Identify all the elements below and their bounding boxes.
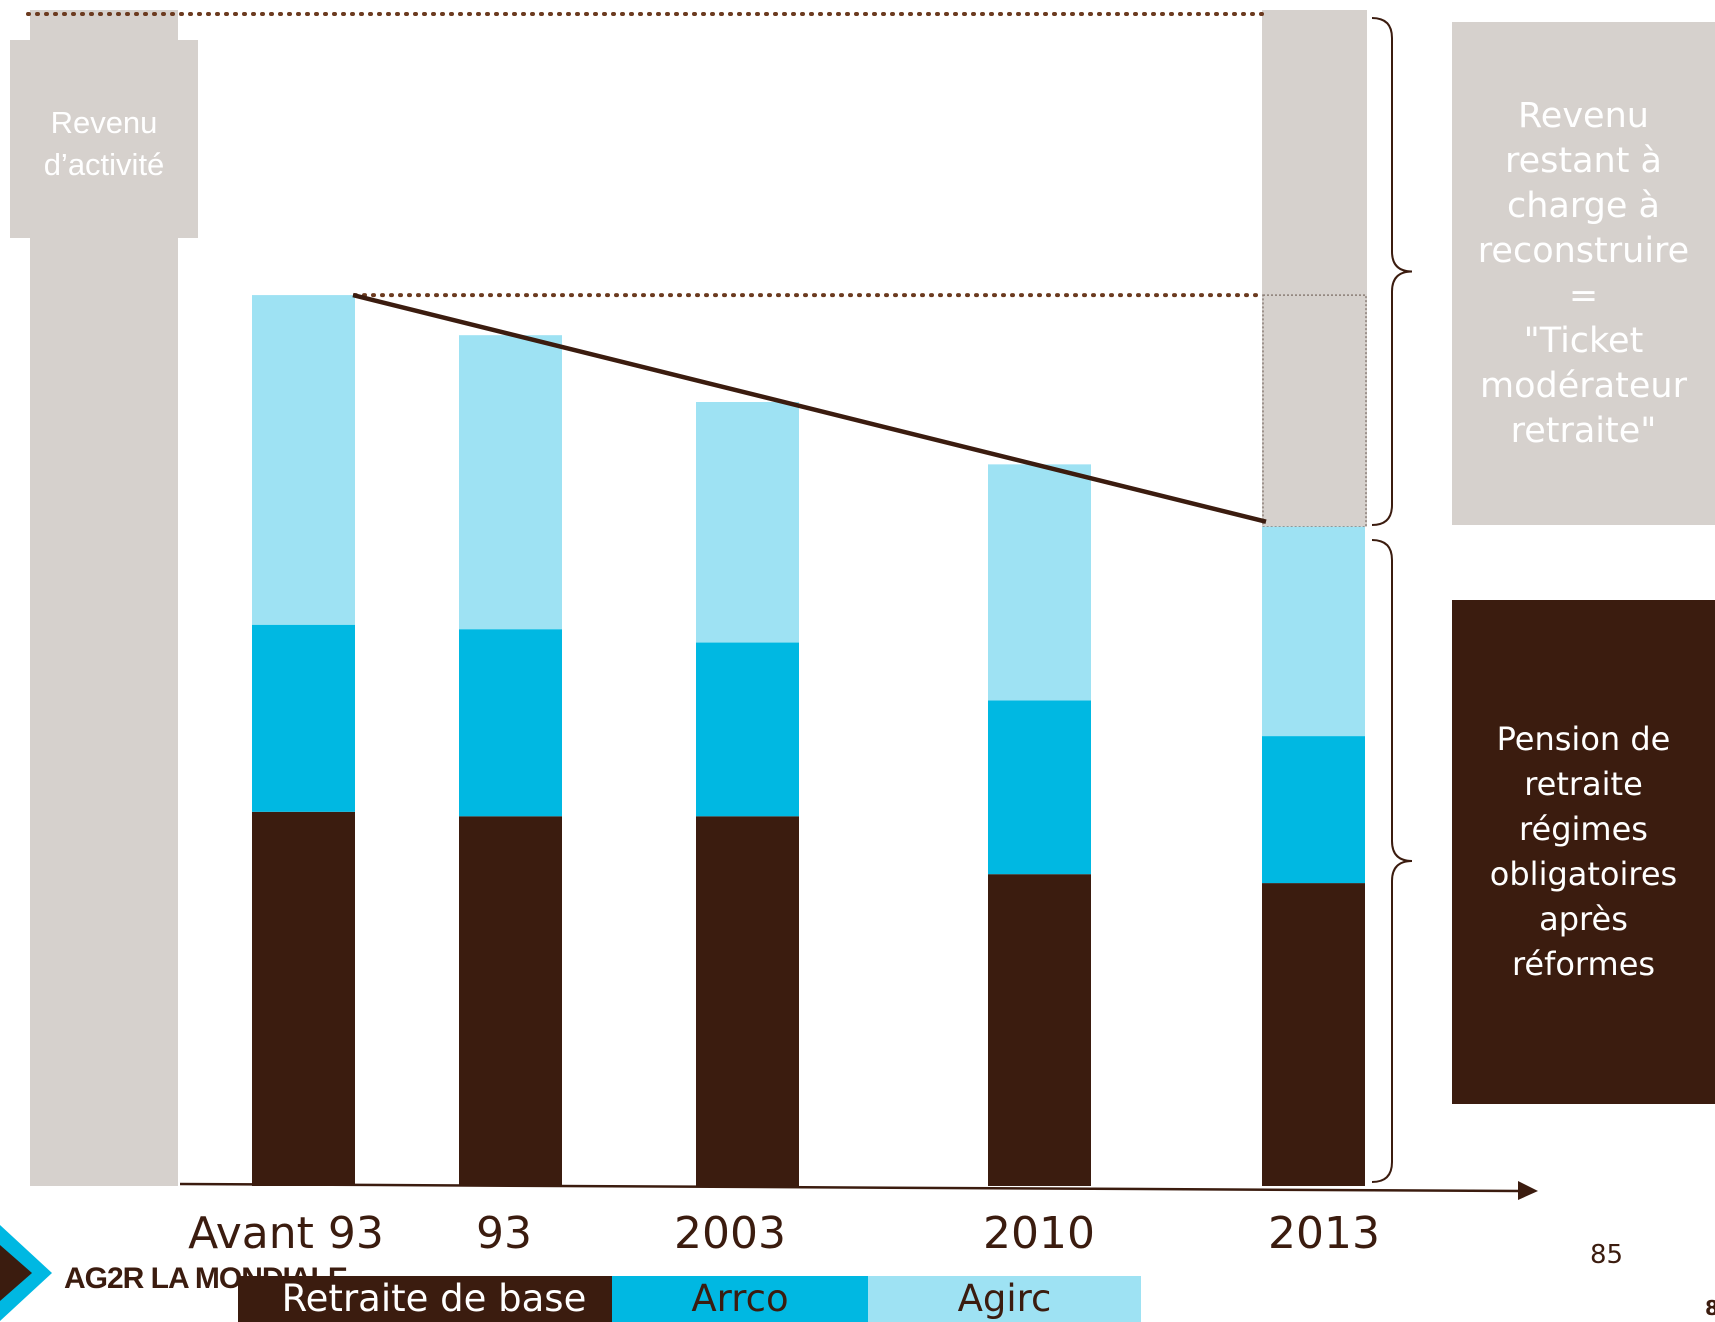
x-tick-2010: 2010 — [983, 1208, 1095, 1259]
corner-digit: 8 — [1705, 1296, 1715, 1320]
bar-arrco-2010 — [988, 700, 1091, 875]
x-axis — [179, 1182, 1521, 1193]
bar-arrco-avant-93 — [252, 624, 355, 812]
revenu-activite-label: Revenu d’activité — [43, 105, 165, 182]
x-axis-arrow-icon — [1518, 1181, 1538, 1200]
ticket-moderateur-dotted-frame — [1262, 294, 1367, 528]
x-tick-2003: 2003 — [674, 1208, 786, 1259]
bar-agirc-2013 — [1262, 526, 1365, 737]
x-tick-93: 93 — [476, 1208, 532, 1259]
page-number: 85 — [1590, 1240, 1624, 1270]
bar-retraite-de-base-avant-93 — [252, 811, 355, 1186]
bar-retraite-de-base-2013 — [1262, 883, 1365, 1186]
legend-retraite-de-base: Retraite de base — [238, 1276, 630, 1322]
revenu-activite-box: Revenu d’activité — [10, 40, 198, 238]
bar-agirc-93 — [459, 335, 562, 630]
brace-pension-regimes — [1371, 539, 1413, 1183]
bar-retraite-de-base-2003 — [696, 816, 799, 1186]
bar-agirc-avant-93 — [252, 295, 355, 625]
ag2r-logo-icon — [0, 1225, 52, 1321]
bar-retraite-de-base-2010 — [988, 874, 1091, 1186]
legend-agirc: Agirc — [868, 1276, 1141, 1322]
bar-retraite-de-base-93 — [459, 816, 562, 1186]
ticket-moderateur-box: Revenu restant à charge à reconstruire =… — [1452, 22, 1715, 525]
bar-agirc-2003 — [696, 402, 799, 643]
pension-regimes-label: Pension de retraite régimes obligatoires… — [1489, 720, 1678, 983]
x-tick-2013: 2013 — [1268, 1208, 1380, 1259]
x-tick-avant-93: Avant 93 — [188, 1208, 384, 1259]
ticket-moderateur-column — [1262, 10, 1367, 527]
brace-ticket-moderateur — [1371, 17, 1413, 526]
bar-arrco-2003 — [696, 642, 799, 817]
trend-line — [352, 292, 1267, 524]
ticket-moderateur-label: Revenu restant à charge à reconstruire =… — [1477, 95, 1690, 451]
bar-agirc-2010 — [988, 464, 1091, 701]
bar-arrco-93 — [459, 629, 562, 817]
legend-arrco: Arrco — [612, 1276, 868, 1322]
bar-arrco-2013 — [1262, 736, 1365, 884]
pension-regimes-box: Pension de retraite régimes obligatoires… — [1452, 600, 1715, 1104]
